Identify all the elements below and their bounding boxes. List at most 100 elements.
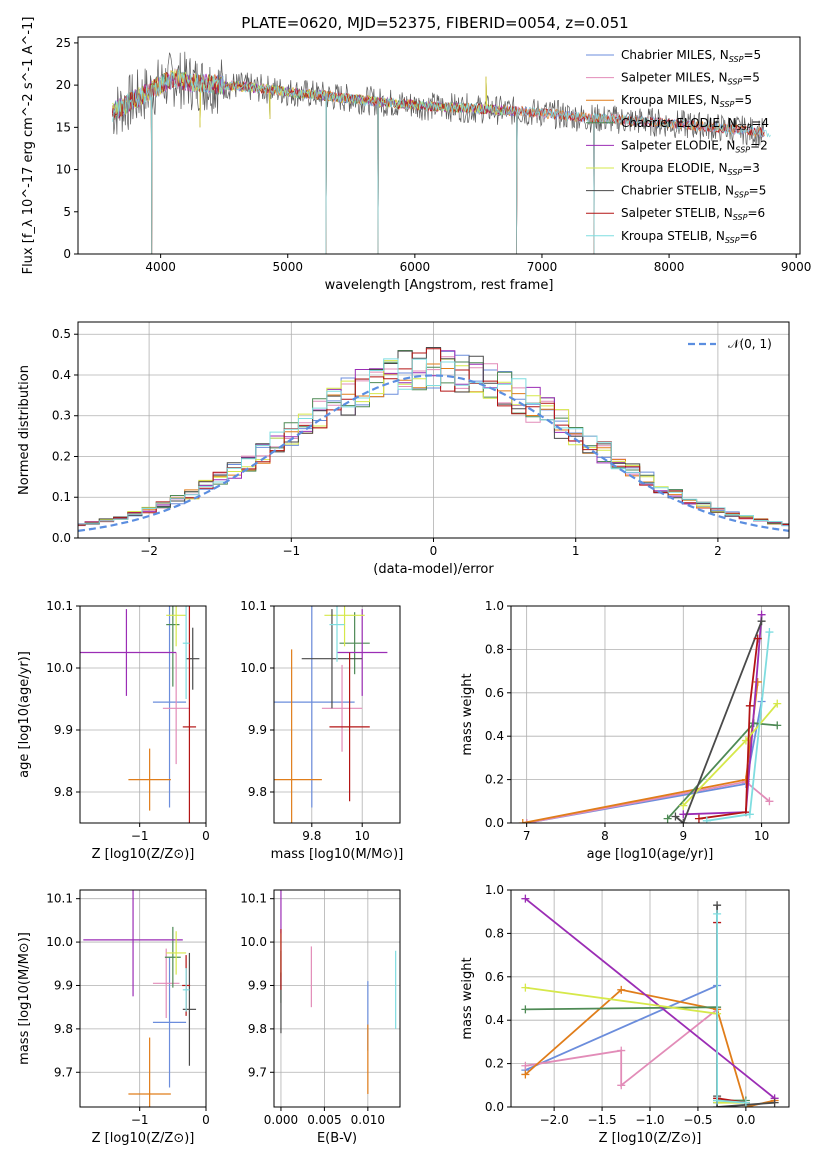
weight-marker: [745, 701, 754, 710]
legend-subscript: SSP: [729, 55, 744, 64]
x-tick-label: 0.0: [736, 1113, 755, 1127]
weight-marker: [671, 812, 680, 821]
errorbar-point-3: [274, 649, 322, 823]
x-tick-label: 10: [754, 829, 769, 843]
x-tick-label: 7: [523, 829, 531, 843]
y-tick-label: 9.8: [54, 785, 73, 799]
legend-count: =6: [740, 229, 758, 243]
legend-count: =5: [734, 93, 752, 107]
x-axis-label: Z [log10(Z/Z⊙)]: [92, 1131, 195, 1146]
y-tick-label: 10: [56, 163, 71, 177]
legend-subscript: SSP: [725, 236, 740, 245]
y-tick-label: 9.9: [54, 978, 73, 992]
errorbar-point-2: [162, 652, 190, 765]
errorbar-point-3: [128, 1037, 171, 1107]
weight-marker: [518, 819, 527, 823]
y-tick-label: 9.7: [54, 1065, 73, 1079]
y-tick-label: 0.5: [52, 327, 71, 341]
x-tick-label: 2: [714, 544, 722, 558]
y-tick-label: 0.0: [485, 1100, 504, 1114]
legend-count: =6: [747, 206, 765, 220]
weight-marker: [753, 634, 762, 643]
x-tick-label: 9000: [781, 260, 812, 274]
y-axis-label: mass weight: [460, 957, 475, 1039]
y-tick-label: 10.1: [240, 599, 267, 613]
y-tick-label: 9.8: [248, 785, 267, 799]
legend-label: Chabrier ELODIE, NSSP=4: [621, 116, 769, 132]
plot-area: [521, 894, 779, 1107]
weight-marker: [679, 801, 688, 810]
y-tick-label: 9.8: [248, 1022, 267, 1036]
weight-marker: [522, 819, 531, 823]
weight-marker: [663, 814, 672, 823]
plot-area: [80, 606, 200, 823]
weight-marker: [617, 985, 626, 994]
y-tick-label: 0.2: [485, 773, 504, 787]
x-tick-label: 8000: [654, 260, 685, 274]
y-tick-label: 10.0: [46, 661, 73, 675]
weight-marker: [753, 677, 762, 686]
y-tick-label: 0.3: [52, 409, 71, 423]
errorbar-point-1: [152, 957, 187, 1088]
x-tick-label: 4000: [145, 260, 176, 274]
weight-marker: [702, 816, 711, 823]
x-tick-label: 0.010: [351, 1113, 385, 1127]
legend-label: Salpeter STELIB, NSSP=6: [621, 206, 765, 222]
plot-area: [274, 606, 388, 823]
y-tick-label: 0.4: [485, 1013, 504, 1027]
legend-label: 𝒩(0, 1): [728, 337, 772, 351]
errorbar-point-2: [152, 948, 180, 1019]
errorbar-point-5: [83, 890, 183, 997]
x-tick-label: 9: [679, 829, 687, 843]
y-tick-label: 0.0: [485, 816, 504, 830]
legend-count: =5: [743, 48, 761, 62]
x-tick-label: 8: [601, 829, 609, 843]
weight-marker: [617, 1046, 626, 1055]
weight-marker: [770, 1098, 779, 1107]
plot-area: [83, 890, 197, 1107]
errorbar-point-2: [321, 664, 363, 752]
legend-label: Kroupa STELIB, NSSP=6: [621, 229, 757, 245]
y-axis-label: Flux [f_λ 10^-17 erg cm^-2 s^-1 A^-1]: [21, 17, 36, 275]
y-tick-label: 10.1: [46, 892, 73, 906]
errorbar-point-1: [152, 606, 187, 808]
y-tick-label: 5: [63, 205, 71, 219]
errorbar-point-6: [166, 931, 187, 975]
errorbar-point-1: [274, 606, 355, 808]
histogram-3: [78, 363, 789, 526]
legend-subscript: SSP: [734, 191, 749, 200]
axes-mass_vs_Z: −1 0 9.7 9.8 9.9 10.0 10.1 Z [log10(Z/Z⊙)] mass …: [17, 889, 210, 1146]
y-tick-label: 1.0: [485, 599, 504, 613]
errorbar-point-4: [166, 606, 180, 687]
axes-frame: [273, 605, 401, 824]
x-tick-label: −2.0: [540, 1113, 569, 1127]
errorbar-point-8: [182, 606, 197, 823]
axes-mass_vs_EBV: 0.000 0.005 0.010 9.7 9.8 9.9 10.0 10.1 E(B-V): [240, 889, 401, 1146]
legend-subscript: SSP: [728, 168, 743, 177]
axes-frame: [273, 889, 401, 1108]
legend-count: =4: [751, 116, 769, 130]
y-axis-label: age [log10(age/yr)]: [17, 651, 32, 778]
x-tick-label: −1: [282, 544, 300, 558]
legend-label: Chabrier MILES, NSSP=5: [621, 48, 761, 64]
weight-line-7: [674, 620, 763, 823]
x-tick-label: 5000: [272, 260, 303, 274]
x-axis-label: age [log10(age/yr)]: [587, 847, 714, 862]
y-tick-label: 20: [56, 78, 71, 92]
weight-line-8: [698, 638, 759, 820]
histogram-9: [78, 358, 789, 527]
axes-frame: [77, 36, 801, 255]
y-tick-label: 10.0: [240, 661, 267, 675]
weight-marker: [773, 699, 782, 708]
errorbar-point-7: [182, 952, 197, 1066]
legend-label: Kroupa ELODIE, NSSP=3: [621, 161, 760, 177]
y-axis-label: mass weight: [460, 673, 475, 755]
x-axis-label: (data-model)/error: [373, 562, 494, 577]
y-tick-label: 9.7: [248, 1065, 267, 1079]
weight-line-2: [525, 1008, 718, 1088]
plot-area: [78, 347, 789, 532]
y-tick-label: 0.2: [52, 449, 71, 463]
x-tick-label: 0.000: [264, 1113, 298, 1127]
y-tick-label: 0.6: [485, 970, 504, 984]
